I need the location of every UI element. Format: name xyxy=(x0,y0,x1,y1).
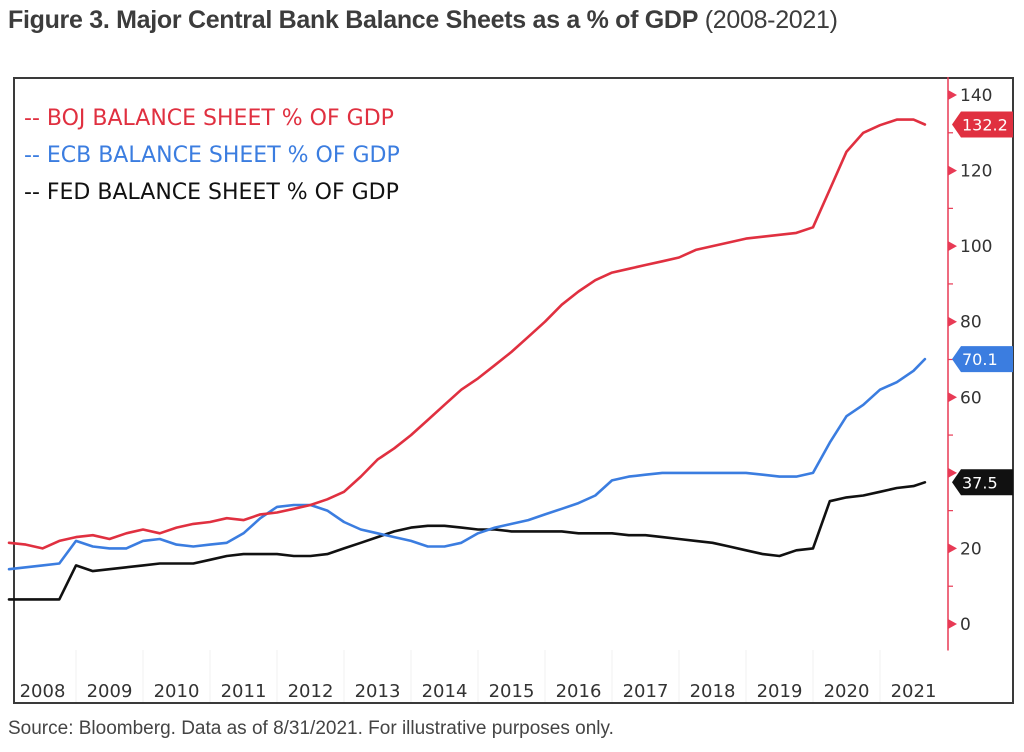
x-tick-label: 2010 xyxy=(154,681,200,702)
series-line-boj xyxy=(7,118,927,550)
legend: -- BOJ BALANCE SHEET % OF GDP -- ECB BALA… xyxy=(24,106,400,205)
y-major-tick xyxy=(948,543,957,554)
y-tick-label: 80 xyxy=(960,313,982,333)
chart-frame xyxy=(13,77,1014,704)
y-tick-label: 100 xyxy=(960,237,992,257)
x-tick-label: 2017 xyxy=(623,681,669,702)
x-tick-label: 2019 xyxy=(757,681,803,702)
y-major-tick xyxy=(948,316,957,327)
x-tick-label: 2016 xyxy=(556,681,602,702)
last-value-badges: 132.2 70.1 37.5 xyxy=(952,111,1013,496)
x-axis: 2008 2009 2010 2011 2012 2013 2014 2015 2016 2017… xyxy=(20,650,937,702)
y-major-tick xyxy=(948,467,957,478)
figure-title-years: (2008-2021) xyxy=(704,6,838,34)
series-line-ecb xyxy=(7,357,927,571)
x-tick-label: 2020 xyxy=(824,681,870,702)
badge-boj xyxy=(952,111,1013,138)
y-tick-label: 120 xyxy=(960,162,992,182)
legend-item-ecb: -- ECB BALANCE SHEET % OF GDP xyxy=(24,143,400,168)
badge-label-ecb: 70.1 xyxy=(962,350,998,369)
y-major-tick xyxy=(948,619,957,629)
y-tick-label: 20 xyxy=(960,539,982,559)
source-note: Source: Bloomberg. Data as of 8/31/2021.… xyxy=(8,718,614,739)
y-tick-label: 0 xyxy=(960,615,971,635)
y-tick-label: 60 xyxy=(960,388,982,408)
y-major-tick xyxy=(948,165,957,176)
legend-item-boj: -- BOJ BALANCE SHEET % OF GDP xyxy=(24,106,394,131)
y-tick-label: 140 xyxy=(960,86,992,106)
series-line-fed xyxy=(7,480,927,601)
y-major-tick xyxy=(948,392,957,403)
x-tick-label: 2011 xyxy=(221,681,267,702)
badge-fed xyxy=(952,469,1013,496)
badge-label-fed: 37.5 xyxy=(962,473,998,492)
x-tick-label: 2009 xyxy=(87,681,133,702)
x-tick-label: 2021 xyxy=(891,681,937,702)
badge-ecb xyxy=(952,346,1013,373)
y-major-tick xyxy=(948,241,957,252)
y-major-tick xyxy=(948,90,957,100)
x-tick-label: 2013 xyxy=(355,681,401,702)
figure-title: Figure 3. Major Central Bank Balance She… xyxy=(8,6,838,35)
x-tick-label: 2012 xyxy=(288,681,334,702)
x-tick-label: 2014 xyxy=(422,681,468,702)
badge-label-boj: 132.2 xyxy=(962,115,1008,134)
legend-item-fed: -- FED BALANCE SHEET % OF GDP xyxy=(24,180,399,205)
y-axis: 0 20 60 80 100 120 140 xyxy=(947,77,992,651)
x-tick-label: 2018 xyxy=(690,681,736,702)
series-lines xyxy=(7,118,927,601)
figure-title-bold: Figure 3. Major Central Bank Balance She… xyxy=(8,6,699,34)
x-tick-label: 2015 xyxy=(489,681,535,702)
x-tick-label: 2008 xyxy=(20,681,66,702)
